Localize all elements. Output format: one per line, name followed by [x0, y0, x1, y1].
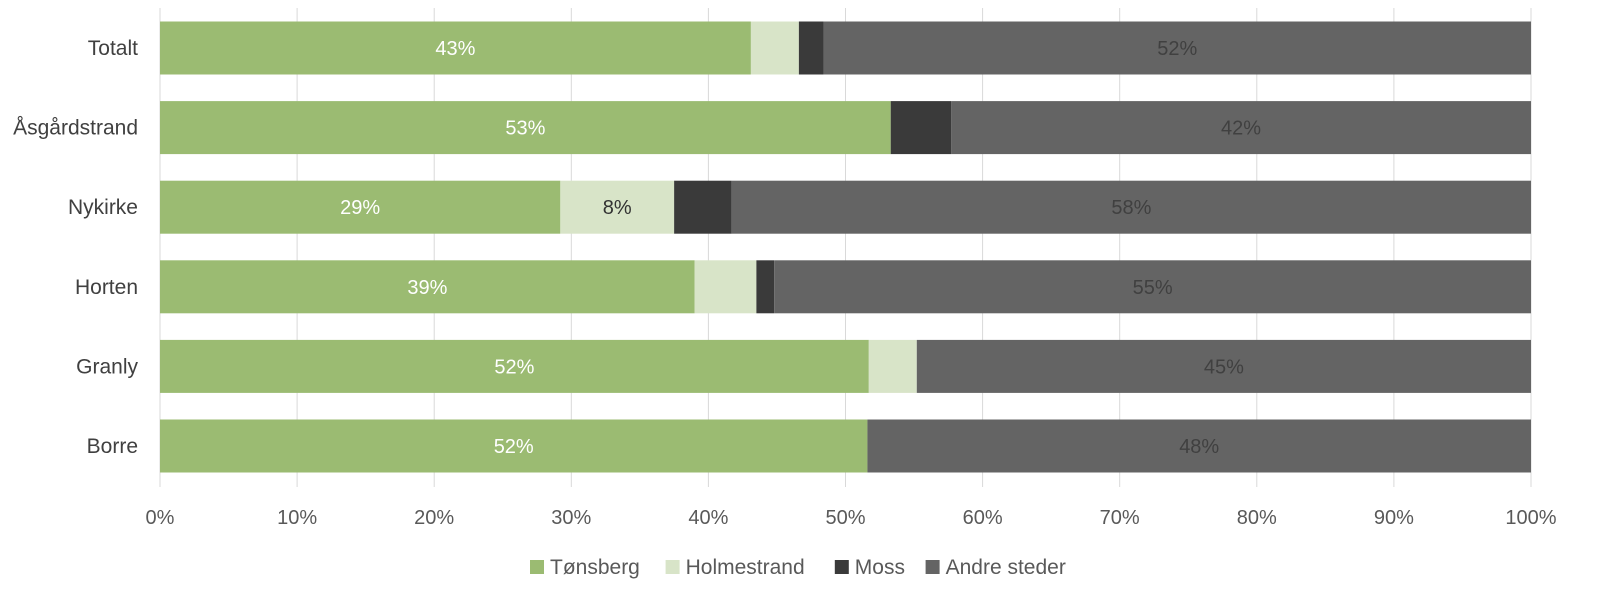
data-label: 58% [1111, 197, 1151, 219]
data-label: 55% [1133, 277, 1173, 299]
y-category-label: Nykirke [68, 196, 138, 219]
x-tick-label: 80% [1237, 507, 1277, 529]
gridlines [159, 8, 1532, 487]
legend-swatch-tonsberg [530, 560, 544, 574]
legend-swatch-andre-steder [925, 560, 940, 574]
x-tick-label: 40% [688, 507, 728, 529]
data-label: 42% [1221, 118, 1261, 140]
data-label: 43% [435, 38, 475, 60]
data-label: 39% [407, 277, 447, 299]
x-tick-label: 10% [277, 507, 317, 529]
bar-segment-tonsberg [160, 260, 695, 314]
bar-segment-holmestrand [868, 339, 917, 393]
legend-label: Tønsberg [550, 556, 640, 579]
data-label: 52% [494, 356, 534, 378]
bar-segment-moss [798, 21, 824, 75]
data-label: 52% [494, 436, 534, 458]
bar-segment-tonsberg [160, 21, 751, 75]
bar-segment-tonsberg [160, 101, 891, 155]
bar-segment-moss [890, 101, 952, 155]
data-label: 8% [603, 197, 632, 219]
legend-label: Andre steder [946, 556, 1066, 579]
bars [160, 21, 1531, 473]
bar-segment-andre-steder [867, 419, 1531, 473]
data-label: 48% [1179, 436, 1219, 458]
legend-swatch-holmestrand [665, 560, 680, 574]
data-label: 52% [1157, 38, 1197, 60]
legend-label: Moss [855, 556, 905, 579]
bar-segment-moss [756, 260, 775, 314]
bar-segment-tonsberg [160, 419, 868, 473]
data-label: 53% [505, 118, 545, 140]
x-axis-ticks: 0% 10% 20% 30% 40% 50% 60% 70% 80% 90% 100% [146, 507, 1557, 529]
y-category-label: Granly [76, 355, 138, 378]
x-tick-label: 0% [146, 507, 175, 529]
bar-segment-holmestrand [750, 21, 799, 75]
bar-segment-moss [674, 180, 732, 234]
y-axis-categories: Totalt Åsgårdstrand Nykirke Horten Granly Bor… [13, 37, 138, 458]
data-labels: 43% 52% 53% 42% 29% 8% 58% 39% 55% 52% 45% 52% 48% [340, 38, 1261, 458]
legend-label: Holmestrand [686, 556, 805, 579]
legend-swatch-moss [834, 560, 849, 574]
y-category-label: Åsgårdstrand [13, 117, 138, 140]
x-tick-label: 20% [414, 507, 454, 529]
data-label: 29% [340, 197, 380, 219]
bar-segment-andre-steder [823, 21, 1531, 75]
x-tick-label: 60% [963, 507, 1003, 529]
legend: Tønsberg Holmestrand Moss Andre steder [530, 556, 1066, 579]
bar-segment-andre-steder [774, 260, 1531, 314]
data-label: 45% [1204, 356, 1244, 378]
x-tick-label: 90% [1374, 507, 1414, 529]
x-tick-label: 100% [1505, 507, 1556, 529]
bar-segment-holmestrand [694, 260, 757, 314]
y-category-label: Totalt [88, 37, 138, 60]
x-tick-label: 30% [551, 507, 591, 529]
bar-segment-tonsberg [160, 180, 561, 234]
x-tick-label: 50% [825, 507, 865, 529]
bar-segment-andre-steder [731, 180, 1531, 234]
y-category-label: Horten [75, 276, 138, 299]
bar-segment-holmestrand [560, 180, 675, 234]
bar-segment-andre-steder [951, 101, 1531, 155]
bar-segment-tonsberg [160, 339, 869, 393]
bar-segment-andre-steder [916, 339, 1531, 393]
y-category-label: Borre [87, 435, 138, 458]
x-tick-label: 70% [1100, 507, 1140, 529]
